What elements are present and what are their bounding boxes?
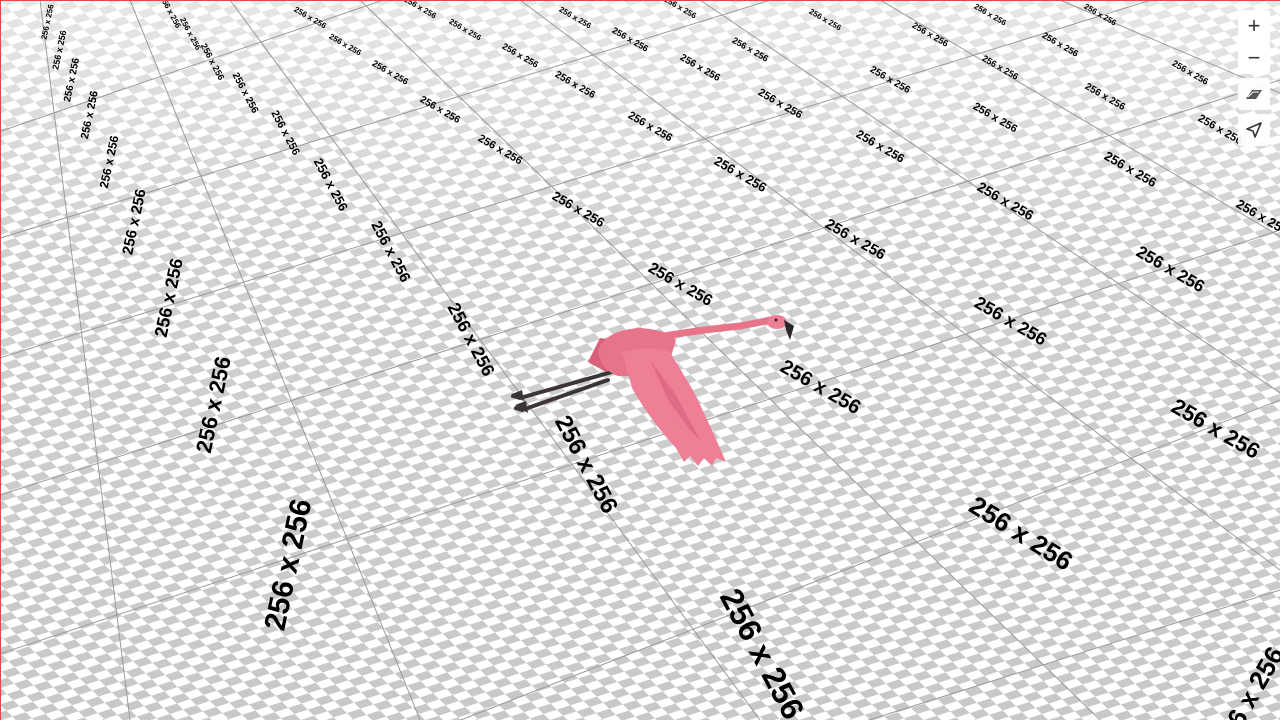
flamingo-eye: [774, 318, 778, 322]
grid-line: [229, 0, 761, 720]
grid-line: [359, 0, 1101, 720]
compass-button[interactable]: [1238, 114, 1270, 146]
grid-line: [0, 229, 1280, 655]
grid-line: [459, 399, 1280, 720]
tilt-button[interactable]: [1238, 78, 1270, 110]
flamingo-head: [767, 315, 787, 329]
grid-line: [1059, 0, 1280, 94]
grid-line: [0, 79, 1280, 496]
flamingo-wing-shade: [650, 360, 700, 440]
grid-line: [0, 0, 773, 239]
grid-line: [129, 0, 421, 720]
map-controls: + −: [1238, 10, 1270, 146]
tilt-icon: [1246, 90, 1262, 99]
flamingo-feet: [512, 390, 528, 413]
grid-line: [39, 0, 131, 720]
grid-line: [699, 0, 1280, 394]
flamingo-legs: [511, 370, 614, 412]
grid-line: [867, 589, 1280, 720]
flamingo-beak: [784, 320, 794, 340]
grid-line: [519, 0, 1280, 571]
compass-icon: [1246, 122, 1262, 138]
flamingo-neck: [660, 316, 774, 340]
zoom-controls: + −: [1238, 10, 1270, 74]
grid-line: [0, 0, 1153, 359]
flamingo-model[interactable]: [511, 315, 794, 466]
zoom-out-button[interactable]: −: [1238, 42, 1270, 74]
zoom-in-icon: +: [1247, 13, 1261, 38]
grid-line: [0, 0, 385, 132]
grid-line: [879, 0, 1280, 237]
zoom-in-button[interactable]: +: [1238, 10, 1270, 42]
zoom-out-icon: −: [1247, 45, 1261, 70]
